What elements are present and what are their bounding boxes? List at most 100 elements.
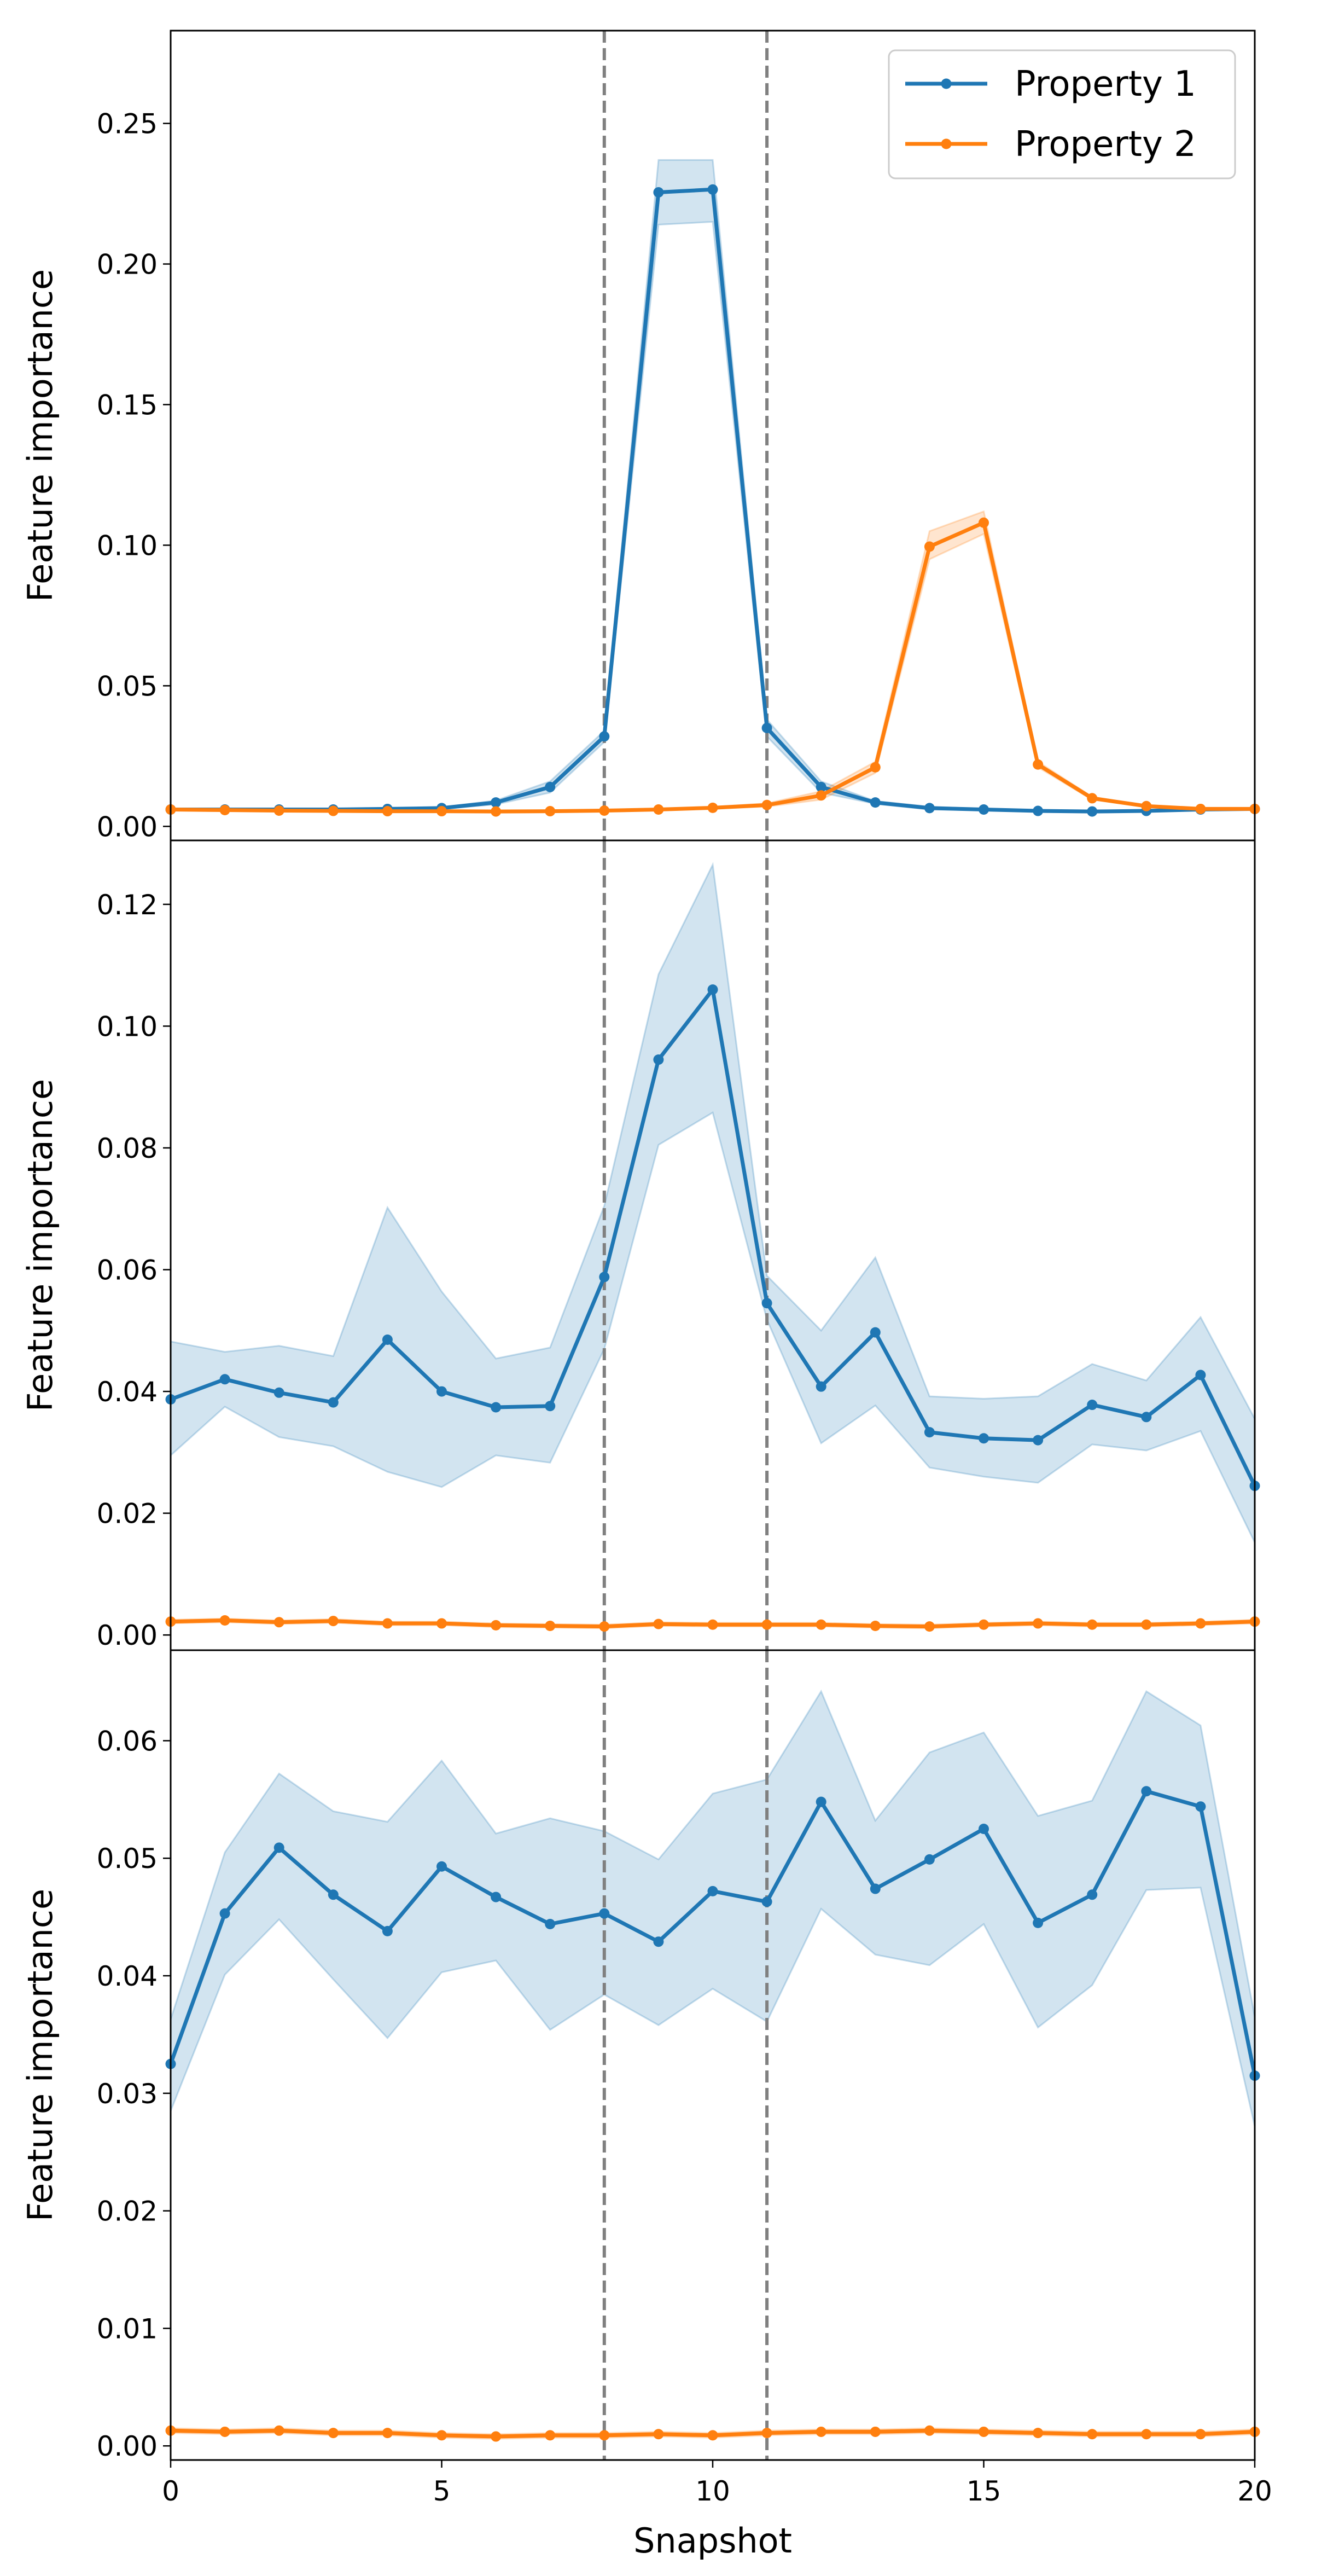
y-tick-label: 0.06 <box>97 1725 158 1757</box>
data-point <box>761 1298 772 1309</box>
data-point <box>491 1892 502 1902</box>
data-point <box>1087 806 1098 817</box>
data-point <box>1087 1619 1098 1630</box>
data-point <box>436 1861 447 1872</box>
x-tick-label: 20 <box>1237 2475 1272 2507</box>
data-point <box>436 1618 447 1629</box>
data-point <box>328 1397 339 1408</box>
panel-3: 0.00 0.01 0.02 0.03 0.04 0.05 0.06 Feature impo… <box>20 1649 1272 2507</box>
y-tick-label: 0.15 <box>97 389 158 421</box>
data-point <box>1195 1801 1206 1812</box>
data-point <box>599 731 610 742</box>
y-tick-label: 0.03 <box>97 2078 158 2110</box>
data-point <box>273 1842 284 1853</box>
confidence-band-series-1 <box>170 159 1256 813</box>
data-point <box>1195 1618 1206 1629</box>
data-point <box>219 2426 230 2437</box>
legend: Property 1 Property 2 <box>888 49 1236 179</box>
data-point <box>979 517 989 528</box>
plot-frame <box>170 1649 1256 2461</box>
data-point <box>1087 2429 1098 2440</box>
data-point <box>1195 2429 1206 2440</box>
data-point <box>924 1427 935 1438</box>
y-tick-label: 0.10 <box>97 1011 158 1042</box>
data-point <box>653 187 664 198</box>
data-point <box>979 804 989 815</box>
data-point <box>219 1615 230 1626</box>
y-axis-title: Feature importance <box>20 1079 60 1412</box>
data-point <box>1087 793 1098 804</box>
data-point <box>491 2431 502 2442</box>
data-point <box>328 1889 339 1900</box>
data-point <box>328 2428 339 2439</box>
data-point <box>707 1619 718 1630</box>
y-tick-label: 0.02 <box>97 2196 158 2227</box>
data-point <box>545 1918 556 1929</box>
data-point <box>707 2430 718 2441</box>
data-point <box>1141 1412 1152 1423</box>
data-point <box>924 541 935 552</box>
x-tick-label: 15 <box>967 2475 1002 2507</box>
data-point <box>328 1616 339 1627</box>
data-point <box>273 1387 284 1398</box>
data-point <box>491 1402 502 1413</box>
y-tick-label: 0.12 <box>97 889 158 921</box>
data-point <box>599 2430 610 2441</box>
x-axis-title: Snapshot <box>633 2521 792 2561</box>
data-point <box>707 802 718 813</box>
data-point <box>1195 803 1206 814</box>
panel-1: 0.00 0.05 0.10 0.15 0.20 0.25 Feature importan… <box>20 30 1260 843</box>
data-point <box>870 1883 881 1894</box>
data-point <box>924 1854 935 1865</box>
data-point <box>653 804 664 815</box>
data-point <box>273 1617 284 1628</box>
data-point <box>1141 800 1152 811</box>
data-point <box>219 805 230 815</box>
data-point <box>870 797 881 808</box>
data-point <box>979 1824 989 1835</box>
data-point <box>870 1620 881 1631</box>
y-tick-label: 0.02 <box>97 1498 158 1530</box>
data-point <box>545 2430 556 2441</box>
legend-marker-1 <box>941 78 952 89</box>
data-point <box>870 762 881 773</box>
data-point <box>816 2426 826 2437</box>
confidence-band-series-2 <box>170 510 1256 813</box>
data-point <box>761 799 772 810</box>
y-tick-label: 0.01 <box>97 2313 158 2345</box>
data-point <box>979 2426 989 2437</box>
y-tick-label: 0.05 <box>97 1843 158 1875</box>
data-point <box>924 2425 935 2436</box>
data-point <box>219 1908 230 1919</box>
data-point <box>653 1054 664 1065</box>
data-point <box>1195 1370 1206 1380</box>
data-point <box>924 803 935 814</box>
data-point <box>870 2426 881 2437</box>
data-point <box>979 1433 989 1444</box>
data-point <box>707 184 718 195</box>
data-point <box>816 781 826 792</box>
x-tick-label: 0 <box>162 2475 179 2507</box>
data-point <box>328 805 339 816</box>
data-point <box>545 1401 556 1412</box>
data-point <box>545 806 556 817</box>
data-point <box>870 1327 881 1338</box>
legend-label-2: Property 2 <box>1015 124 1196 165</box>
y-tick-label: 0.25 <box>97 108 158 140</box>
data-point <box>436 806 447 817</box>
data-point <box>653 1618 664 1629</box>
data-point <box>599 1272 610 1283</box>
data-point <box>816 790 826 801</box>
data-point <box>545 1620 556 1631</box>
y-tick-label: 0.00 <box>97 811 158 843</box>
data-point <box>816 1619 826 1630</box>
data-point <box>816 1796 826 1807</box>
y-tick-label: 0.10 <box>97 530 158 561</box>
y-tick-label: 0.06 <box>97 1255 158 1286</box>
data-point <box>273 2425 284 2436</box>
data-point <box>816 1381 826 1392</box>
data-point <box>599 1621 610 1632</box>
data-point <box>219 1374 230 1385</box>
data-point <box>1033 805 1044 816</box>
data-point <box>1087 1889 1098 1900</box>
